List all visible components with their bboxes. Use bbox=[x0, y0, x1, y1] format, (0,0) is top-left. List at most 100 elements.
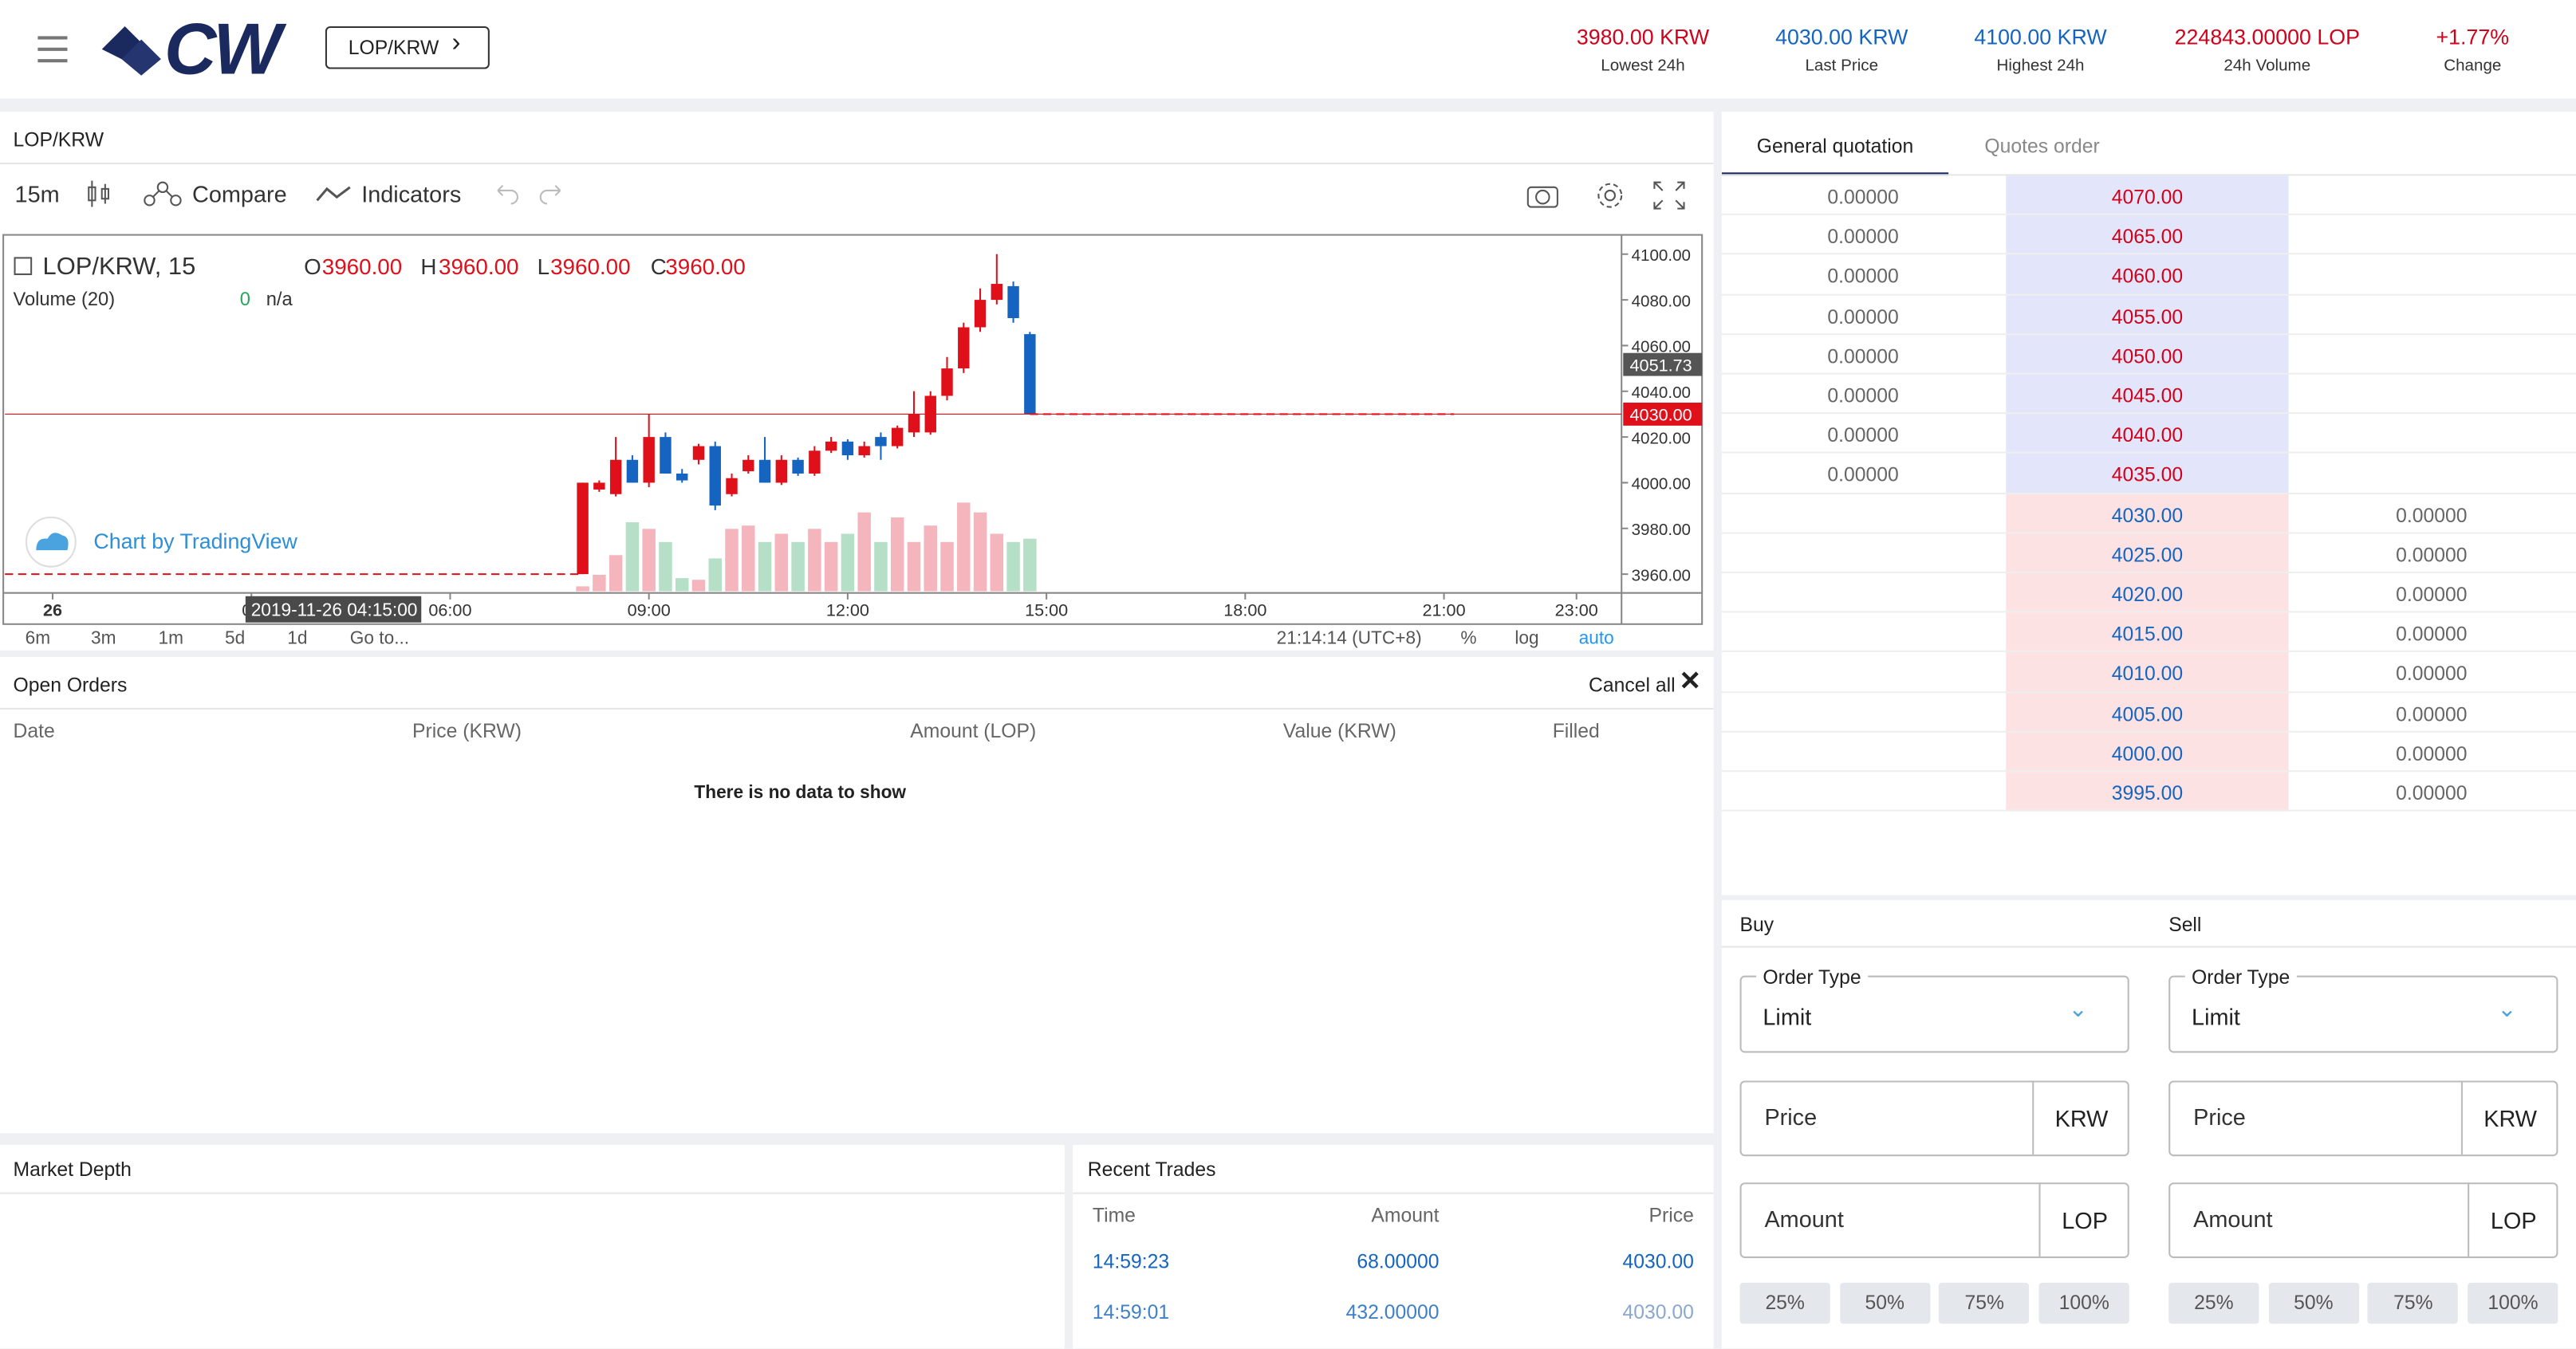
ask-price: 4040.00 bbox=[2111, 423, 2184, 447]
chart-panel: LOP/KRW 15m Compare Indicators 6m 3m 1m 5d 1d Go … bbox=[0, 112, 1714, 651]
candle-body bbox=[660, 437, 672, 474]
ask-amount: 0.00000 bbox=[1827, 423, 1899, 447]
percent-button[interactable]: 100% bbox=[2468, 1282, 2558, 1324]
auto[interactable]: auto bbox=[1578, 628, 1614, 649]
range-button[interactable]: 1d bbox=[287, 628, 308, 649]
close-icon[interactable]: ✕ bbox=[1679, 668, 1701, 697]
goto[interactable]: Go to... bbox=[349, 628, 410, 649]
candle-body bbox=[941, 368, 953, 396]
ask-amount: 0.00000 bbox=[1827, 463, 1899, 487]
amount-input[interactable] bbox=[1739, 1182, 2129, 1258]
tab[interactable]: General quotation bbox=[1756, 134, 1914, 158]
tab[interactable]: Quotes order bbox=[1984, 134, 2100, 158]
volume-bar bbox=[742, 525, 755, 592]
ask-price: 4035.00 bbox=[2111, 463, 2184, 487]
stat-value: +1.77% bbox=[2436, 24, 2510, 49]
ask-bg bbox=[2006, 175, 2289, 216]
volume-bar bbox=[808, 529, 821, 592]
range-button[interactable]: 5d bbox=[224, 628, 246, 649]
order-type-value: Limit bbox=[1763, 1003, 1812, 1030]
price-input[interactable] bbox=[2168, 1080, 2558, 1157]
volume-extra: n/a bbox=[266, 289, 293, 310]
unit: LOP bbox=[2062, 1207, 2108, 1234]
stat-value: 4030.00 KRW bbox=[1775, 24, 1908, 49]
row-line bbox=[1721, 214, 2576, 216]
ohlc-high: 3960.00 bbox=[439, 254, 518, 279]
ask-bg bbox=[2006, 255, 2289, 295]
indicators[interactable]: Indicators bbox=[361, 180, 462, 207]
ask-price: 4060.00 bbox=[2111, 265, 2184, 289]
trade-cell: 432.00000 bbox=[1345, 1300, 1440, 1324]
interval[interactable]: 15m bbox=[14, 180, 60, 207]
ohlc-low: 3960.00 bbox=[550, 254, 630, 279]
bid-bg bbox=[2006, 772, 2289, 812]
stat-label: Lowest 24h bbox=[1601, 57, 1685, 76]
order-type-box[interactable] bbox=[2168, 975, 2558, 1053]
bid-price: 4015.00 bbox=[2111, 623, 2184, 646]
percent[interactable]: % bbox=[1460, 628, 1477, 649]
column-header: Amount (LOP) bbox=[910, 719, 1037, 743]
candle-icon[interactable] bbox=[85, 179, 112, 209]
candle-body bbox=[593, 482, 605, 490]
bid-price: 4000.00 bbox=[2111, 741, 2184, 765]
watermark: Chart by TradingView bbox=[93, 529, 297, 553]
plot-border bbox=[2, 234, 1704, 625]
chart-tools-icons[interactable] bbox=[1525, 179, 1689, 212]
pair-label: LOP/KRW bbox=[348, 36, 439, 60]
percent-button[interactable]: 25% bbox=[2168, 1282, 2259, 1324]
row-line bbox=[1721, 651, 2576, 653]
compare[interactable]: Compare bbox=[192, 180, 287, 207]
pair-button[interactable]: LOP/KRW › bbox=[325, 26, 490, 69]
crosshair-label: 2019-11-26 04:15:00 bbox=[251, 600, 418, 620]
volume-bar bbox=[841, 533, 855, 592]
percent-button[interactable]: 100% bbox=[2038, 1282, 2129, 1324]
x-tick-label: 12:00 bbox=[826, 600, 869, 620]
column-header: Time bbox=[1092, 1203, 1136, 1227]
ask-amount: 0.00000 bbox=[1827, 344, 1899, 368]
log[interactable]: log bbox=[1514, 628, 1539, 649]
x-tick-label: 18:00 bbox=[1223, 600, 1266, 620]
divider bbox=[0, 707, 1714, 710]
row-line bbox=[1721, 332, 2576, 335]
order-type-box[interactable] bbox=[1739, 975, 2129, 1053]
divider bbox=[1073, 1192, 1714, 1194]
row-line bbox=[1721, 452, 2576, 454]
row-line bbox=[1721, 809, 2576, 812]
candle-body bbox=[1007, 285, 1019, 319]
candle-body bbox=[891, 427, 904, 446]
range-button[interactable]: 3m bbox=[91, 628, 116, 649]
range-button[interactable]: 6m bbox=[25, 628, 51, 649]
bid-amount: 0.00000 bbox=[2396, 781, 2468, 805]
volume-bar bbox=[758, 541, 772, 592]
percent-button[interactable]: 75% bbox=[2368, 1282, 2459, 1324]
menu-icon[interactable] bbox=[36, 33, 69, 65]
volume-bar bbox=[774, 533, 789, 592]
volume-bar bbox=[824, 541, 838, 592]
ask-bg bbox=[2006, 414, 2289, 454]
candle-body bbox=[841, 441, 854, 456]
amount-input[interactable] bbox=[2168, 1182, 2558, 1258]
bid-amount: 0.00000 bbox=[2396, 503, 2468, 527]
ask-price: 4045.00 bbox=[2111, 384, 2184, 407]
chevron: ⌄ bbox=[2497, 995, 2517, 1022]
trade-cell: 4030.00 bbox=[1622, 1300, 1694, 1324]
percent-button[interactable]: 25% bbox=[1739, 1282, 1830, 1324]
percent-button[interactable]: 75% bbox=[1939, 1282, 2030, 1324]
volume-bar bbox=[609, 555, 623, 592]
volume-bar bbox=[1023, 538, 1037, 592]
percent-button[interactable]: 50% bbox=[1839, 1282, 1930, 1324]
undo-redo-icons[interactable] bbox=[493, 183, 565, 206]
candle-body bbox=[792, 459, 804, 474]
bid-price: 4025.00 bbox=[2111, 543, 2184, 567]
cancel-all[interactable]: Cancel all bbox=[1589, 673, 1676, 697]
crosshair-box bbox=[245, 596, 422, 623]
indicators-icon[interactable] bbox=[316, 184, 352, 204]
range-button[interactable]: 1m bbox=[158, 628, 183, 649]
percent-button[interactable]: 50% bbox=[2268, 1282, 2359, 1324]
compare-icon[interactable] bbox=[143, 181, 182, 207]
bid-bg bbox=[2006, 572, 2289, 613]
price-input[interactable] bbox=[1739, 1080, 2129, 1157]
ohlc-high-label: H bbox=[420, 254, 436, 279]
bid-amount: 0.00000 bbox=[2396, 702, 2468, 726]
